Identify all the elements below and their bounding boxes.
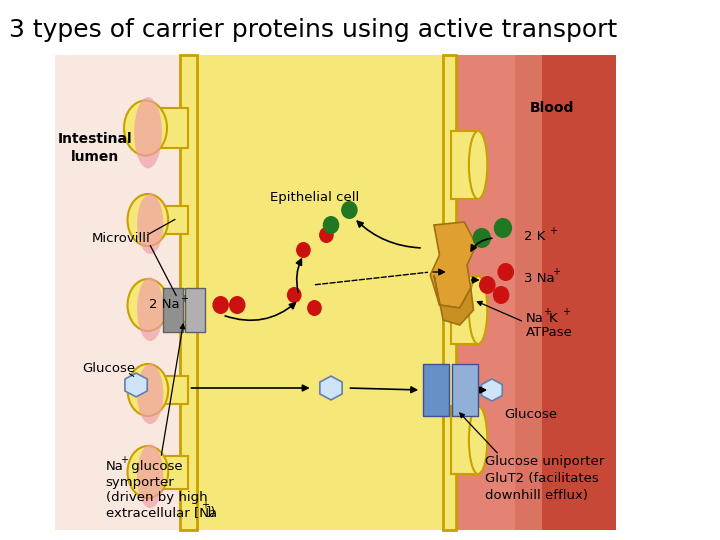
Text: +: + (562, 307, 570, 317)
Ellipse shape (137, 444, 163, 508)
Text: K: K (549, 312, 557, 325)
Circle shape (323, 216, 339, 234)
Bar (452, 364, 478, 416)
Text: ]): ]) (206, 506, 216, 519)
Text: Na: Na (106, 460, 124, 473)
Polygon shape (431, 222, 476, 308)
Polygon shape (482, 379, 503, 401)
Ellipse shape (124, 100, 167, 156)
Bar (180, 55, 197, 530)
Text: 3 types of carrier proteins using active transport: 3 types of carrier proteins using active… (9, 18, 618, 42)
Circle shape (498, 263, 514, 281)
Bar (423, 364, 449, 416)
Text: ATPase: ATPase (526, 327, 573, 340)
Circle shape (492, 286, 509, 304)
Text: symporter: symporter (106, 476, 174, 489)
Bar (189, 55, 452, 530)
Bar (451, 55, 542, 530)
Text: +: + (180, 294, 188, 304)
Bar (451, 131, 478, 199)
Polygon shape (434, 275, 474, 325)
Text: glucose: glucose (127, 460, 182, 473)
Text: 2 K: 2 K (524, 231, 546, 244)
Text: Glucose: Glucose (504, 408, 557, 422)
Bar (451, 406, 478, 474)
Bar (140, 376, 189, 404)
Ellipse shape (137, 364, 163, 424)
Bar (515, 55, 616, 530)
Ellipse shape (134, 97, 162, 168)
Ellipse shape (127, 194, 168, 246)
Polygon shape (320, 376, 342, 400)
Ellipse shape (469, 131, 487, 199)
Text: Epithelial cell: Epithelial cell (270, 192, 359, 205)
Bar (451, 55, 616, 530)
Ellipse shape (127, 446, 168, 498)
Circle shape (479, 276, 495, 294)
Text: Na: Na (526, 312, 544, 325)
Text: +: + (202, 500, 210, 510)
Text: Intestinal
lumen: Intestinal lumen (58, 132, 132, 164)
Circle shape (341, 201, 358, 219)
Bar (185, 288, 205, 332)
Circle shape (287, 287, 302, 303)
Text: +: + (552, 267, 559, 277)
Bar (163, 288, 183, 332)
Ellipse shape (469, 276, 487, 344)
Text: 2 Na: 2 Na (148, 299, 179, 312)
Ellipse shape (127, 279, 168, 331)
Bar (140, 288, 189, 321)
Text: Glucose uniporter
GluT2 (facilitates
downhill efflux): Glucose uniporter GluT2 (facilitates dow… (485, 455, 605, 502)
Text: Blood: Blood (529, 101, 574, 115)
Bar (140, 456, 189, 489)
Text: (driven by high: (driven by high (106, 491, 207, 504)
Ellipse shape (469, 406, 487, 474)
Circle shape (319, 227, 334, 243)
Polygon shape (125, 373, 147, 397)
Text: 3 Na: 3 Na (524, 272, 554, 285)
Bar (140, 206, 189, 234)
Bar (55, 55, 616, 530)
Text: extracellular [Na: extracellular [Na (106, 506, 217, 519)
Text: +: + (120, 455, 128, 465)
Circle shape (472, 228, 491, 248)
Circle shape (307, 300, 322, 316)
Circle shape (494, 218, 512, 238)
Text: Microvilli: Microvilli (92, 232, 150, 245)
Circle shape (229, 296, 246, 314)
Ellipse shape (137, 194, 163, 254)
Text: Glucose: Glucose (82, 361, 135, 375)
Ellipse shape (127, 364, 168, 416)
Bar (138, 108, 189, 148)
Bar (451, 276, 478, 344)
Circle shape (212, 296, 229, 314)
Bar (444, 55, 456, 530)
Circle shape (296, 242, 311, 258)
Ellipse shape (137, 278, 163, 341)
Text: +: + (544, 307, 552, 317)
Text: +: + (549, 226, 557, 236)
